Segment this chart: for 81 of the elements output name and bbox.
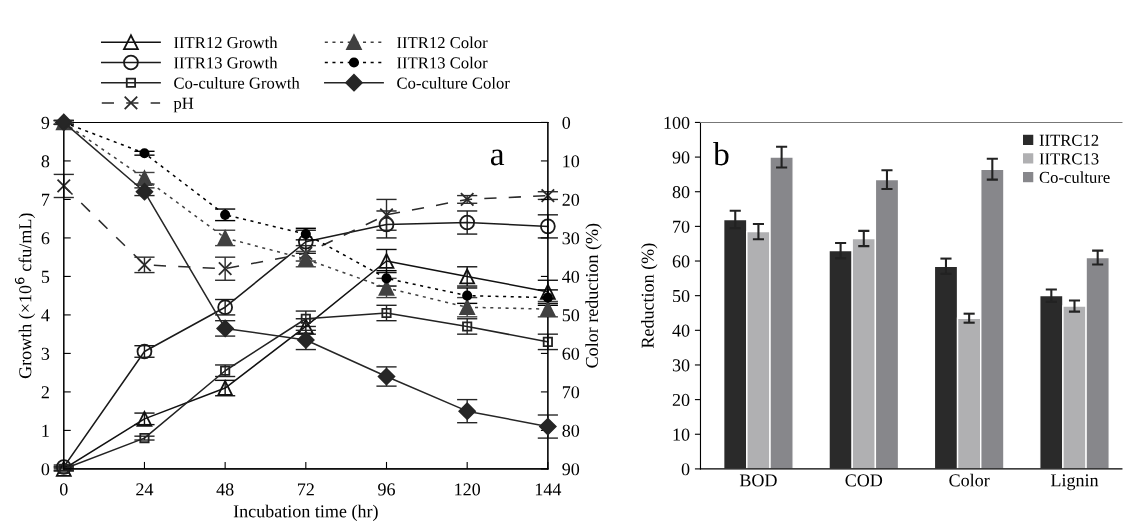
y2-tick-label: 70 xyxy=(562,386,580,399)
point xyxy=(56,178,71,194)
legend-label: IITR13 Color xyxy=(397,56,488,69)
x-tick-label: COD xyxy=(845,474,883,487)
point xyxy=(137,257,152,273)
point xyxy=(542,292,553,303)
y2-tick-label: 0 xyxy=(562,116,571,129)
x-tick-label: 0 xyxy=(59,483,68,496)
point xyxy=(542,336,553,347)
point xyxy=(462,321,473,332)
annotation: a xyxy=(490,149,505,166)
y2-tick-label: 40 xyxy=(562,270,580,283)
y-tick-label: 40 xyxy=(672,324,690,337)
point xyxy=(379,207,394,222)
x-tick-label: Lignin xyxy=(1050,474,1099,491)
legend-label: Co-culture Color xyxy=(397,76,510,89)
y-tick-label: 100 xyxy=(664,116,690,129)
y-tick-label: 2 xyxy=(41,386,49,399)
y-tick-label: 90 xyxy=(672,151,690,164)
y-tick-label: 9 xyxy=(41,116,50,129)
legend-label: IITR12 Color xyxy=(397,36,488,49)
y2-tick-label: 30 xyxy=(562,232,580,245)
y-tick-label: 1 xyxy=(42,424,49,437)
legend-label: IITRC13 xyxy=(1039,153,1099,165)
x-tick-label: 120 xyxy=(455,483,481,496)
x-tick-label: 72 xyxy=(297,483,314,496)
y-tick-label: 5 xyxy=(41,270,50,283)
point xyxy=(378,253,395,269)
x-tick-label: 96 xyxy=(378,483,395,496)
x-tick-label: BOD xyxy=(739,474,777,487)
y-tick-label: 20 xyxy=(672,393,690,407)
point xyxy=(135,182,154,201)
y-tick-label: 3 xyxy=(41,347,50,360)
y-tick-label: 10 xyxy=(673,428,690,441)
point xyxy=(297,233,314,250)
x-tick-label: 144 xyxy=(535,483,562,496)
point xyxy=(220,365,231,376)
y2-tick-label: 10 xyxy=(563,155,580,168)
point xyxy=(217,261,233,276)
point xyxy=(460,192,475,207)
point xyxy=(381,307,392,319)
legend-label: pH xyxy=(173,97,194,113)
y2-tick-label: 50 xyxy=(562,309,580,322)
legend-label: IITR13 Growth xyxy=(174,56,278,69)
legend-label: Co-culture xyxy=(1039,171,1110,184)
y-tick-label: 6 xyxy=(41,232,50,245)
y-tick-label: 30 xyxy=(672,359,690,372)
point xyxy=(139,433,150,444)
legend-label: Co-culture Growth xyxy=(174,76,300,89)
y2-tick-label: 20 xyxy=(562,193,580,206)
y-tick-label: 8 xyxy=(41,155,50,168)
x-axis-title: Incubation time (hr) xyxy=(233,504,378,521)
y2-tick-label: 80 xyxy=(562,424,580,437)
legend-label: IITRC12 xyxy=(1039,134,1099,146)
y2-tick-label: 90 xyxy=(562,463,580,476)
y-tick-label: 0 xyxy=(681,463,690,476)
point xyxy=(139,148,150,159)
point xyxy=(381,273,392,284)
y-tick-label: 80 xyxy=(672,185,690,199)
point xyxy=(378,216,395,233)
y2-tick-label: 60 xyxy=(562,347,580,360)
annotation: b xyxy=(713,141,729,166)
y-axis-title: Growth (×10$^{6}$ cfu/mL) xyxy=(14,213,36,379)
point xyxy=(300,313,311,324)
y-tick-label: 7 xyxy=(42,193,50,206)
point xyxy=(300,229,311,240)
point xyxy=(462,290,473,301)
y-tick-label: 0 xyxy=(41,463,50,476)
x-tick-label: 24 xyxy=(136,483,154,496)
point xyxy=(540,283,556,300)
y-axis-title: Reduction (%) xyxy=(641,243,658,349)
y-tick-label: 60 xyxy=(672,255,690,268)
point xyxy=(298,246,313,261)
y-tick-label: 70 xyxy=(673,220,690,233)
y-tick-label: 50 xyxy=(673,289,690,303)
x-tick-label: 48 xyxy=(216,483,234,496)
point xyxy=(220,209,231,220)
legend-label: IITR12 Growth xyxy=(174,36,278,49)
x-tick-label: Color xyxy=(949,473,990,487)
y2-axis-title: Color reduction (%) xyxy=(585,223,602,368)
y-tick-label: 4 xyxy=(41,309,50,322)
